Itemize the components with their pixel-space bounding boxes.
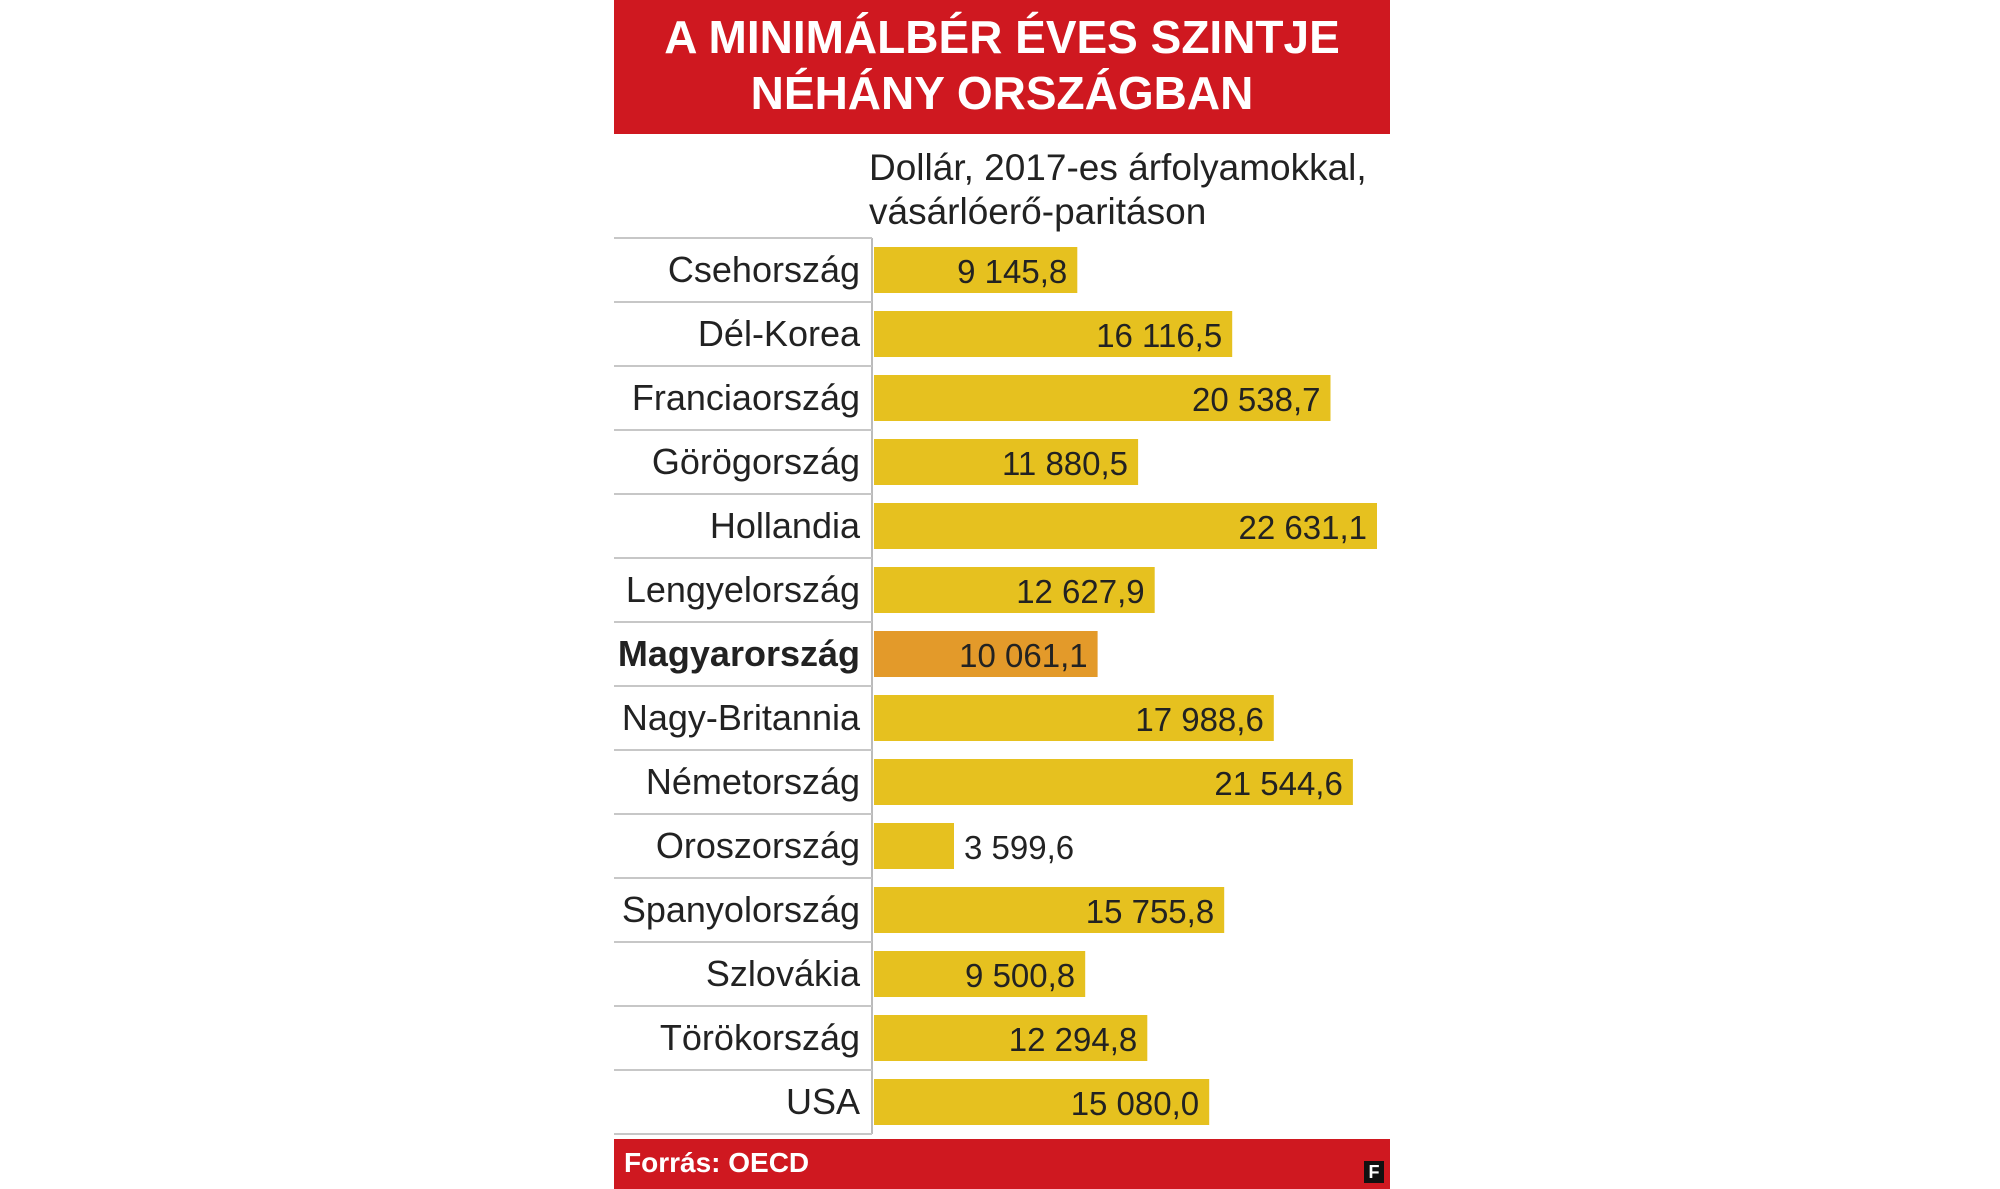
bar-Nagy-Britannia: [874, 695, 1274, 741]
bar-Spanyolország: [874, 887, 1225, 933]
subtitle-line-2: vásárlóerő-paritáson: [869, 191, 1207, 232]
value-label: 21 544,6: [1214, 765, 1342, 802]
chart-subtitle: Dollár, 2017-es árfolyamokkal, vásárlóer…: [869, 146, 1367, 234]
value-label: 22 631,1: [1239, 509, 1367, 546]
title-banner: A MINIMÁLBÉR ÉVES SZINTJE NÉHÁNY ORSZÁGB…: [614, 0, 1390, 134]
publisher-logo: F: [1364, 1161, 1384, 1183]
bar-Szlovákia: [874, 951, 1086, 997]
bar-USA: [874, 1079, 1210, 1125]
bar-Csehország: [874, 247, 1078, 293]
value-label: 12 627,9: [1016, 573, 1144, 610]
title-line-2: NÉHÁNY ORSZÁGBAN: [750, 67, 1254, 119]
value-label: 9 145,8: [957, 253, 1067, 290]
category-label: Oroszország: [656, 825, 860, 866]
title-line-1: A MINIMÁLBÉR ÉVES SZINTJE: [664, 11, 1340, 63]
bar-Franciaország: [874, 375, 1331, 421]
category-label: Törökország: [660, 1017, 860, 1058]
subtitle-line-1: Dollár, 2017-es árfolyamokkal,: [869, 147, 1367, 188]
category-label: Spanyolország: [622, 889, 860, 930]
source-text: Forrás: OECD: [624, 1147, 810, 1178]
value-label: 11 880,5: [1002, 445, 1128, 482]
bar-Magyarország: [874, 631, 1098, 677]
value-label: 15 080,0: [1071, 1085, 1199, 1122]
value-label: 12 294,8: [1009, 1021, 1137, 1058]
category-label: Németország: [646, 761, 860, 802]
bar-Dél-Korea: [874, 311, 1233, 357]
bar-Hollandia: [874, 503, 1377, 549]
value-label: 3 599,6: [964, 829, 1074, 866]
bar-Görögország: [874, 439, 1139, 485]
category-label: Franciaország: [632, 377, 860, 418]
category-label: Dél-Korea: [698, 313, 861, 354]
bar-Oroszország: [874, 823, 954, 869]
bar-Lengyelország: [874, 567, 1155, 613]
value-label: 20 538,7: [1192, 381, 1320, 418]
bar-Németország: [874, 759, 1353, 805]
value-label: 17 988,6: [1135, 701, 1263, 738]
category-label: Hollandia: [710, 505, 861, 546]
category-label: Szlovákia: [706, 953, 861, 994]
bar-Törökország: [874, 1015, 1148, 1061]
category-label: Magyarország: [618, 633, 860, 674]
category-label: Csehország: [668, 249, 860, 290]
source-footer: Forrás: OECD F: [614, 1139, 1390, 1189]
value-label: 16 116,5: [1096, 317, 1222, 354]
infographic-panel: A MINIMÁLBÉR ÉVES SZINTJE NÉHÁNY ORSZÁGB…: [614, 0, 1390, 1189]
bar-chart: Csehország 9 145,8 Dél-Korea 16 116,5 Franci…: [614, 237, 1377, 1135]
category-label: Lengyelország: [626, 569, 860, 610]
value-label: 10 061,1: [959, 637, 1087, 674]
category-label: Nagy-Britannia: [622, 697, 861, 738]
category-label: USA: [786, 1081, 860, 1122]
category-label: Görögország: [652, 441, 860, 482]
value-label: 9 500,8: [965, 957, 1075, 994]
value-label: 15 755,8: [1086, 893, 1214, 930]
